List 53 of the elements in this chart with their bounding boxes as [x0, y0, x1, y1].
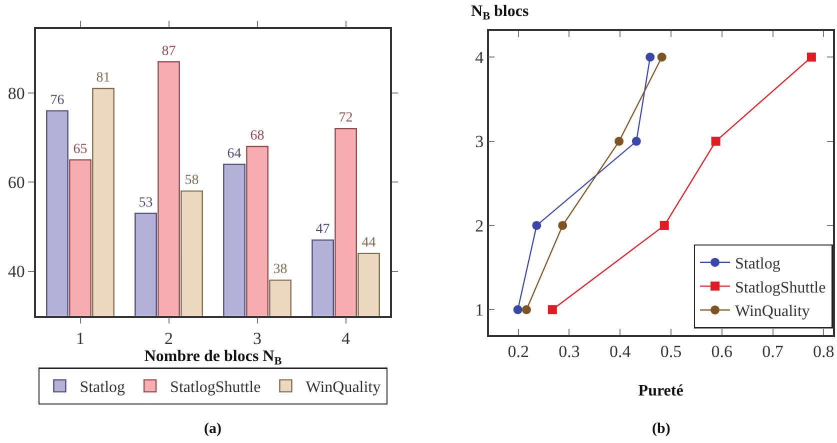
legend-label: StatlogShuttle: [735, 279, 826, 296]
point: [548, 305, 557, 314]
data-label: 44: [362, 235, 376, 250]
point: [522, 305, 531, 314]
x-tick-label: 0.8: [813, 342, 834, 362]
x-tick-label: 0.7: [762, 342, 784, 362]
data-label: 47: [316, 222, 330, 238]
data-label: 38: [273, 262, 288, 278]
data-label: 65: [73, 142, 88, 157]
x-tick-label: 0.3: [558, 342, 580, 362]
data-label: 87: [162, 44, 176, 59]
y-axis-title: N$_{B}$ blocs: [471, 3, 529, 22]
point: [657, 52, 666, 62]
point: [806, 52, 816, 62]
y-tick-label: 3: [475, 132, 484, 152]
point: [532, 220, 542, 230]
point: [513, 305, 522, 314]
x-axis-title: Nombre de blocs N$_{B}$: [144, 348, 282, 368]
x-tick-label: 1: [76, 329, 84, 348]
x-axis-title: Pureté: [638, 382, 684, 400]
text: (a): [204, 421, 222, 437]
point: [632, 136, 641, 146]
y-tick-label: 40: [8, 262, 25, 282]
y-tick-label: 60: [8, 173, 25, 192]
data-label: 72: [338, 110, 353, 126]
legend-label: Statlog: [80, 379, 126, 396]
point: [614, 136, 624, 146]
y-tick-label: 4: [475, 48, 484, 68]
x-tick-label: 0.5: [660, 342, 682, 362]
x-tick-label: 4: [342, 329, 351, 348]
y-tick-label: 2: [475, 216, 484, 236]
text: (b): [652, 421, 670, 437]
x-tick-label: 0.6: [711, 342, 733, 362]
x-tick-label: 0.4: [609, 342, 632, 362]
point: [660, 220, 669, 230]
point: [646, 52, 655, 62]
x-tick-label: 2: [164, 329, 174, 348]
data-label: 76: [50, 92, 64, 108]
data-label: 64: [227, 146, 242, 162]
legend-label: Statlog: [735, 256, 780, 273]
y-tick-label: 1: [475, 300, 484, 320]
point: [711, 136, 720, 146]
point: [558, 220, 568, 230]
data-label: 81: [96, 70, 110, 86]
data-label: 68: [250, 128, 264, 144]
legend-label: WinQuality: [735, 303, 810, 320]
x-tick-label: 0.2: [508, 342, 529, 362]
data-label: 53: [138, 195, 153, 210]
x-tick-label: 3: [253, 329, 262, 348]
y-tick-label: 80: [8, 84, 25, 103]
data-label: 58: [184, 173, 199, 188]
legend-label: WinQuality: [306, 379, 381, 396]
legend-label: StatlogShuttle: [170, 379, 261, 396]
